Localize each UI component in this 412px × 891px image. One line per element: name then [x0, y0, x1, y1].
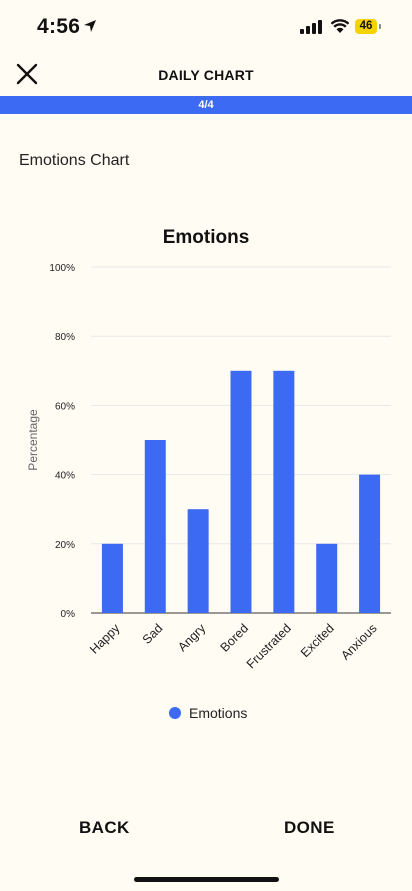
emotions-bar-chart: Emotions Percentage 0% 20% 40% 60% 80% 100% H… [26, 227, 391, 721]
bar-frustrated[interactable] [273, 370, 295, 613]
progress-fill [0, 96, 412, 114]
close-icon [16, 63, 38, 85]
progress-bar: 4/4 [0, 96, 412, 114]
cellular-signal-icon [300, 20, 322, 34]
x-tick-label-angry: Angry [175, 621, 209, 655]
x-tick-label-anxious: Anxious [338, 621, 379, 662]
chart-y-axis-label: Percentage [26, 409, 40, 471]
progress-label: 4/4 [198, 99, 214, 111]
close-button[interactable] [13, 60, 41, 88]
x-tick-label-excited: Excited [298, 621, 337, 660]
home-indicator [134, 877, 279, 882]
back-button[interactable]: BACK [79, 818, 130, 837]
x-tick-label-happy: Happy [87, 621, 123, 657]
header-title: DAILY CHART [158, 67, 254, 83]
header: DAILY CHART [0, 54, 412, 96]
wifi-icon [330, 19, 350, 33]
bar-excited[interactable] [316, 543, 338, 613]
bar-happy[interactable] [101, 543, 123, 613]
bar-bored[interactable] [230, 370, 252, 613]
y-tick-label: 20% [55, 540, 75, 551]
y-tick-label: 80% [55, 332, 75, 343]
status-bar: 4:56 46 [0, 0, 412, 54]
bar-angry[interactable] [187, 509, 209, 613]
x-tick-label-sad: Sad [140, 621, 166, 647]
x-tick-label-bored: Bored [218, 621, 252, 655]
legend-swatch [169, 707, 181, 719]
status-time: 4:56 [37, 15, 81, 38]
chart-title: Emotions [163, 227, 250, 248]
done-button[interactable]: DONE [284, 818, 335, 837]
x-tick-label-frustrated: Frustrated [244, 621, 294, 671]
location-arrow-icon [84, 20, 96, 32]
y-tick-label: 100% [49, 263, 75, 274]
battery-nub [379, 24, 381, 29]
y-tick-label: 40% [55, 471, 75, 482]
bar-anxious[interactable] [359, 474, 381, 613]
bar-sad[interactable] [144, 440, 166, 613]
y-tick-label: 60% [55, 401, 75, 412]
battery-icon: 46 [355, 19, 377, 34]
y-tick-label: 0% [61, 609, 76, 620]
page-subtitle: Emotions Chart [19, 152, 130, 169]
legend-label[interactable]: Emotions [189, 705, 247, 721]
